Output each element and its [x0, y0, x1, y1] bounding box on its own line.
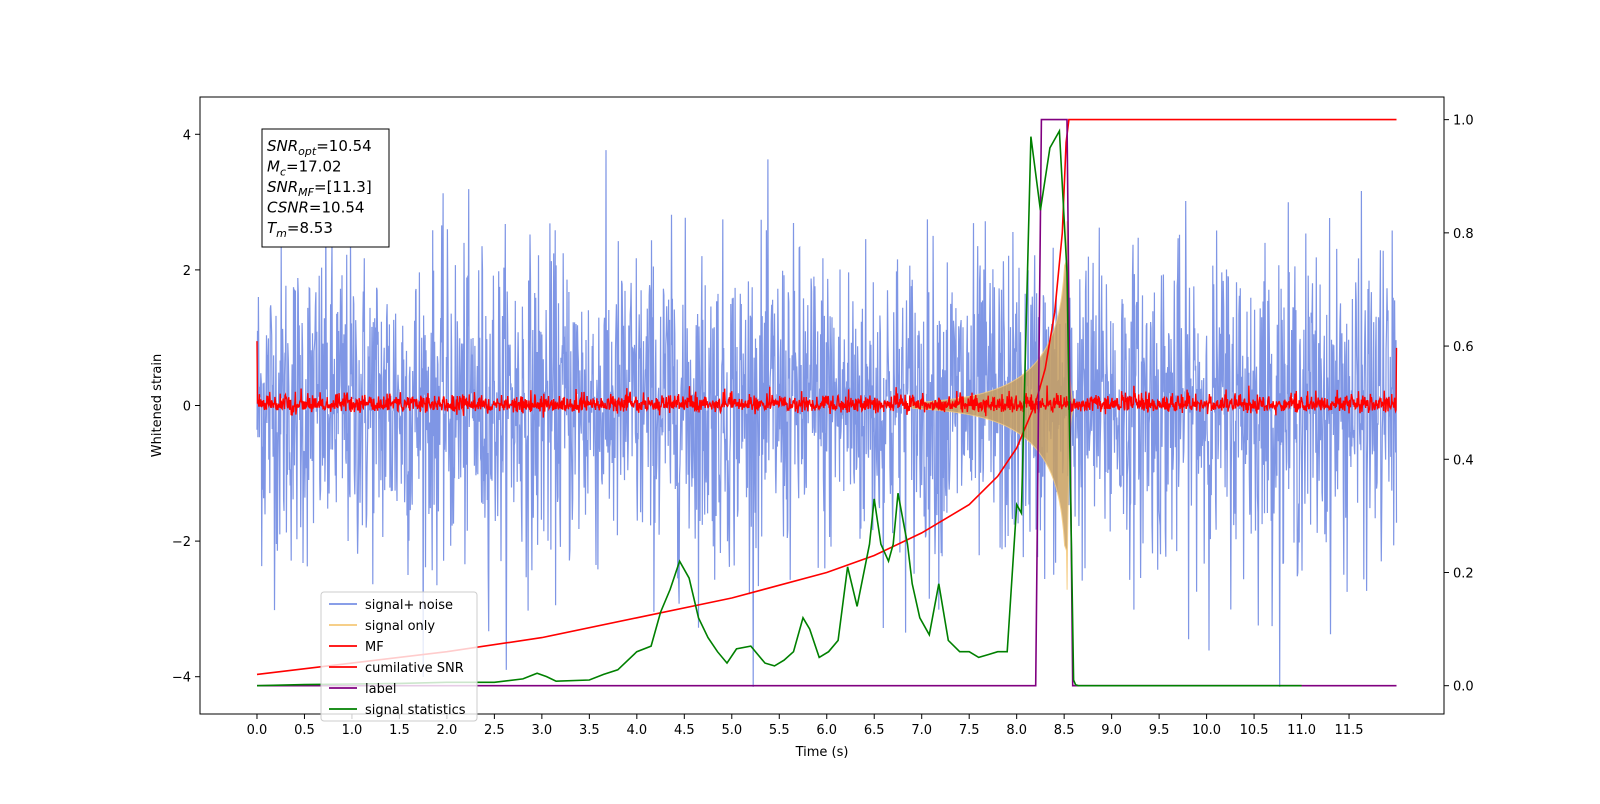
legend: signal+ noise signal only MF cumilative SNR…	[320, 591, 478, 722]
annotation-symbol: M	[267, 158, 280, 176]
series-line-mf	[256, 341, 1398, 418]
x-tick-label: 4.0	[626, 723, 647, 738]
x-tick-label: 3.0	[532, 723, 553, 738]
annotation-symbol: SNR	[267, 137, 298, 155]
legend-entry-label: signal statistics	[365, 703, 466, 718]
x-tick-label: 10.5	[1240, 723, 1269, 738]
annotation-frame	[261, 128, 390, 248]
y-tick-label: −2	[172, 535, 191, 550]
annotation-subscript: MF	[298, 186, 314, 199]
annotation-subscript: m	[276, 227, 287, 240]
y-axis-label: Whitened strain	[150, 354, 165, 457]
y2-tick-label: 0.2	[1453, 566, 1474, 581]
annotation-value: =8.53	[287, 219, 333, 237]
x-tick-label: 2.5	[484, 723, 505, 738]
x-tick-label: 5.5	[769, 723, 790, 738]
annotation-value: =10.54	[316, 137, 372, 155]
x-tick-label: 11.5	[1335, 723, 1364, 738]
y2-tick-label: 0.8	[1453, 227, 1474, 242]
plot-area	[256, 118, 1398, 687]
x-tick-label: 0.5	[294, 723, 315, 738]
annotation-line: Tm=8.53	[267, 219, 333, 240]
annotation-line: SNRMF=[11.3]	[267, 178, 372, 199]
annotation-box: SNRopt=10.54Mc=17.02SNRMF=[11.3]CSNR=10.…	[261, 128, 390, 248]
legend-entry-label: MF	[365, 640, 384, 655]
y-tick-label: 0	[183, 400, 191, 415]
legend-entry-label: signal only	[365, 619, 435, 634]
annotation-subscript: opt	[298, 145, 317, 158]
x-tick-label: 8.0	[1006, 723, 1027, 738]
x-tick-label: 11.0	[1287, 723, 1316, 738]
y-tick-label: 4	[183, 128, 191, 143]
annotation-value: =10.54	[309, 199, 365, 217]
annotation-subscript: c	[280, 166, 286, 179]
x-tick-label: 1.5	[389, 723, 410, 738]
y-tick-label: 2	[183, 264, 191, 279]
x-tick-label: 9.5	[1149, 723, 1170, 738]
x-axis-label: Time (s)	[795, 745, 849, 760]
y2-tick-label: 0.0	[1453, 680, 1474, 695]
x-tick-label: 2.0	[437, 723, 458, 738]
y2-tick-label: 0.6	[1453, 340, 1474, 355]
annotation-line: SNRopt=10.54	[267, 137, 372, 158]
annotation-line: CSNR=10.54	[267, 199, 364, 217]
x-tick-label: 4.5	[674, 723, 695, 738]
x-tick-label: 6.0	[816, 723, 837, 738]
x-tick-label: 7.0	[911, 723, 932, 738]
x-tick-label: 3.5	[579, 723, 600, 738]
y-tick-label: −4	[172, 671, 191, 686]
x-tick-label: 1.0	[342, 723, 363, 738]
x-tick-label: 5.0	[721, 723, 742, 738]
annotation-symbol: CSNR	[267, 199, 309, 217]
legend-entry-label: cumilative SNR	[365, 661, 464, 676]
x-tick-label: 6.5	[864, 723, 885, 738]
legend-frame	[320, 591, 478, 722]
annotation-symbol: SNR	[267, 178, 298, 196]
annotation-line: Mc=17.02	[267, 158, 342, 179]
annotation-symbol: T	[267, 219, 278, 237]
annotation-value: =17.02	[286, 158, 342, 176]
x-tick-label: 7.5	[959, 723, 980, 738]
y2-tick-label: 1.0	[1453, 114, 1474, 129]
series-line-cumilative-snr	[256, 118, 1397, 676]
legend-entry-label: label	[365, 682, 396, 697]
annotation-value: =[11.3]	[314, 178, 372, 196]
legend-entry-label: signal+ noise	[365, 598, 453, 613]
x-tick-label: 8.5	[1054, 723, 1075, 738]
x-tick-label: 10.0	[1192, 723, 1221, 738]
y2-tick-label: 0.4	[1453, 453, 1474, 468]
x-tick-label: 9.0	[1101, 723, 1122, 738]
series-line-signal-statistics	[256, 128, 1302, 687]
ticks-layer: 0.0 0.5 1.0 1.5 2.0 2.5 3.0 3.5 4.0 4.5 5.0 5.5 6.0 6…	[172, 114, 1474, 738]
x-tick-label: 0.0	[247, 723, 268, 738]
